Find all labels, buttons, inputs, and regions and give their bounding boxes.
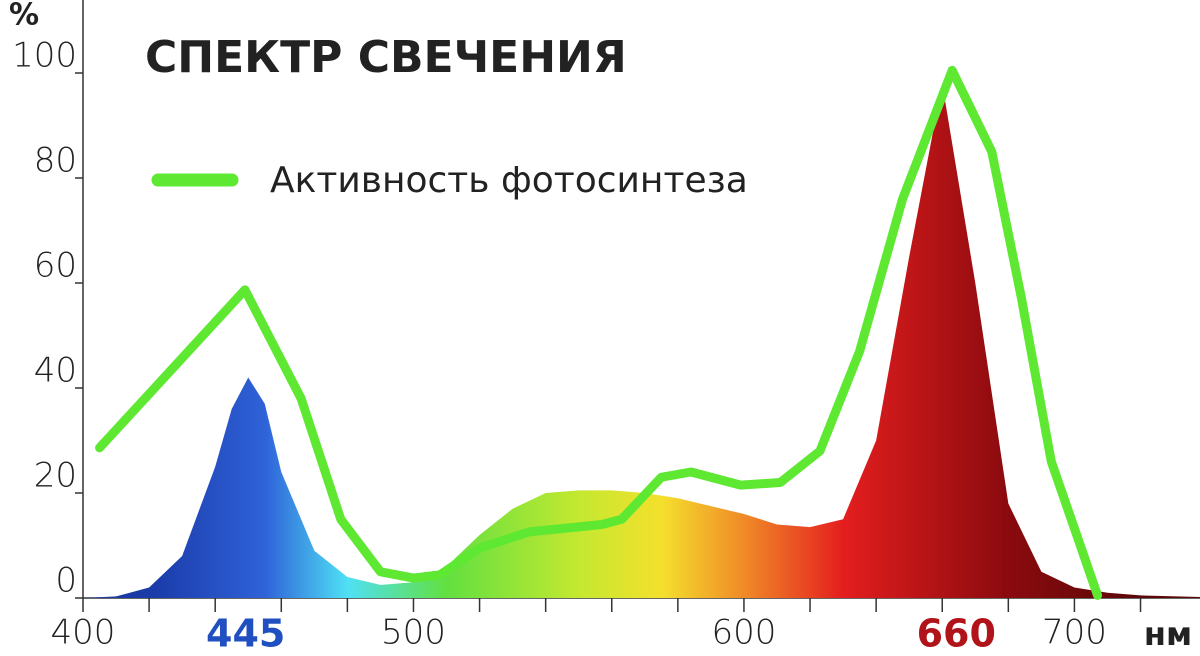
x-unit: нм <box>1144 615 1192 653</box>
legend-label: Активность фотосинтеза <box>270 160 748 201</box>
y-tick-label: 0 <box>55 561 77 601</box>
peak-label: 660 <box>917 612 996 656</box>
x-tick-label: 400 <box>51 613 116 653</box>
x-tick-label: 700 <box>1042 613 1107 653</box>
y-tick-label: 100 <box>12 36 77 76</box>
y-tick-label: 40 <box>34 351 77 391</box>
y-tick-label: 80 <box>34 141 77 181</box>
y-tick-label: 20 <box>34 456 77 496</box>
x-tick-label: 600 <box>711 613 776 653</box>
x-tick-label: 500 <box>381 613 446 653</box>
y-tick-label: 60 <box>34 246 77 286</box>
peak-label: 445 <box>206 612 285 656</box>
y-unit: % <box>9 0 39 33</box>
series-line <box>95 65 1103 600</box>
chart-title: СПЕКТР СВЕЧЕНИЯ <box>145 32 627 83</box>
spectrum-area <box>83 83 1200 598</box>
